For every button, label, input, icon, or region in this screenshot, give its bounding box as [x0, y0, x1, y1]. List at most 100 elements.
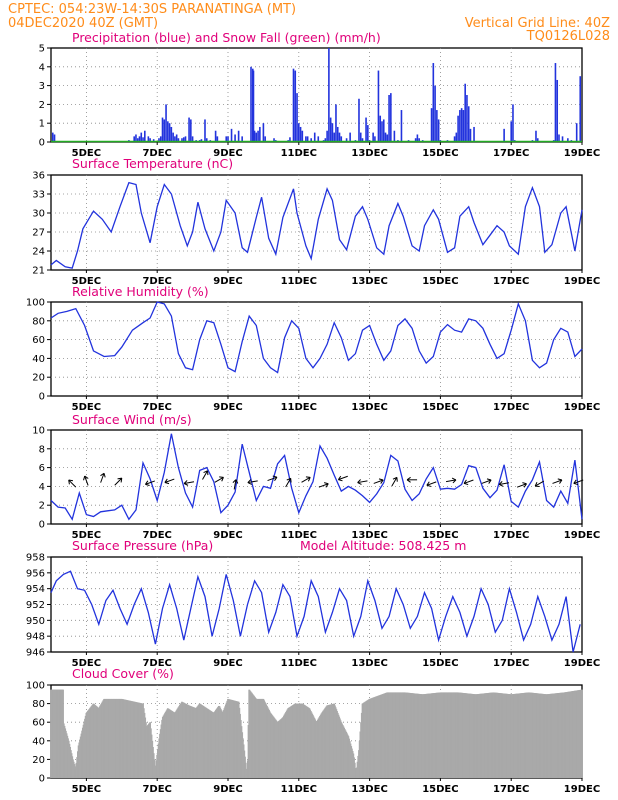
wind-arrow-head: [272, 475, 278, 481]
precip-bar: [340, 136, 343, 142]
pres-ytick-label: 948: [26, 632, 45, 643]
precip-bar: [292, 68, 295, 142]
panel-rh: Relative Humidity (%) 0 20 40 60 80 100 5DEC 7DE…: [26, 284, 600, 413]
cloud-bar: [245, 768, 248, 778]
cloud-xtick-label: 7DEC: [142, 784, 171, 795]
precip-bar: [434, 85, 436, 142]
pres-annotation: Model Altitude: 508.425 m: [300, 538, 466, 553]
wind-arrow-head: [406, 476, 411, 483]
precip-bar: [190, 119, 192, 142]
precip-bar: [336, 126, 339, 142]
wind-frame: [50, 429, 583, 525]
precip-bar: [306, 136, 309, 142]
wind-arrow: [534, 480, 545, 487]
pres-frame: [50, 556, 583, 653]
precip-bar: [329, 117, 332, 142]
precip-xtick-label: 5DEC: [72, 148, 101, 159]
precip-bar: [377, 70, 380, 142]
wind-arrow-head: [83, 475, 89, 481]
precip-bar: [536, 138, 539, 142]
temp-ytick-label: 21: [32, 266, 45, 277]
rh-ytick-label: 80: [32, 316, 45, 327]
panel-precip: Precipitation (blue) and Snow Fall (gree…: [39, 30, 601, 159]
rh-xtick-label: 19DEC: [564, 402, 600, 413]
precip-bar: [165, 104, 167, 142]
wind-arrow-head: [247, 479, 252, 485]
precip-xtick-label: 9DEC: [213, 148, 242, 159]
temp-xtick-label: 11DEC: [281, 276, 317, 287]
precip-bar: [381, 121, 383, 142]
wind-arrow-head: [557, 478, 563, 484]
precip-xtick-label: 17DEC: [493, 148, 529, 159]
panel-pres: Surface Pressure (hPa) Model Altitude: 50…: [26, 538, 600, 669]
precip-bar: [335, 104, 337, 142]
precip-bar: [333, 132, 335, 142]
wind-arrow-head: [232, 479, 239, 484]
precip-bar: [152, 139, 155, 142]
panels: Precipitation (blue) and Snow Fall (gree…: [26, 30, 600, 795]
wind-arrow-shaft: [114, 477, 123, 486]
wind-arrow-shaft: [552, 479, 563, 484]
precip-bar: [262, 123, 265, 142]
precip-bar: [464, 83, 466, 142]
wind-arrow-shaft: [481, 479, 492, 484]
precip-bar: [161, 117, 164, 142]
cloud-ytick-label: 20: [32, 755, 45, 766]
precip-bar: [324, 138, 327, 142]
wind-xtick-label: 5DEC: [72, 530, 101, 541]
precip-bar: [216, 136, 219, 142]
temp-ytick-label: 27: [32, 228, 45, 239]
wind-arrow-head: [337, 475, 343, 482]
precip-bar: [466, 95, 468, 142]
rh-ytick-label: 100: [26, 298, 45, 309]
rh-xtick-label: 11DEC: [281, 402, 317, 413]
header-date: 04DEC2020 40Z (GMT): [8, 16, 158, 31]
wind-arrow: [516, 482, 527, 488]
precip-bar: [469, 128, 472, 142]
precip-bar: [241, 136, 243, 142]
precip-bar: [556, 79, 559, 142]
precip-bar: [372, 132, 374, 142]
precip-bar: [188, 117, 190, 142]
rh-title: Relative Humidity (%): [72, 284, 209, 299]
wind-arrow-shaft: [301, 476, 311, 483]
precip-bar: [167, 121, 169, 142]
precip-bar: [459, 110, 461, 142]
wind-arrow-head: [100, 472, 106, 478]
precip-bar: [579, 76, 582, 142]
precip-bar: [255, 132, 258, 142]
temp-xtick-label: 15DEC: [422, 276, 458, 287]
cloud-xtick-label: 9DEC: [213, 784, 242, 795]
wind-arrow-shaft: [318, 483, 329, 488]
panel-wind: Surface Wind (m/s) 0 2 4 6 8 10 5DEC 7DEC 9DEC 11D…: [32, 412, 600, 541]
precip-bar: [147, 136, 150, 142]
precip-ytick-label: 0: [39, 138, 45, 149]
wind-ytick-label: 10: [32, 426, 45, 437]
precip-bar: [140, 132, 143, 142]
rh-xtick-label: 15DEC: [422, 402, 458, 413]
wind-ytick-label: 8: [39, 444, 45, 455]
wind-arrow-shaft: [534, 480, 545, 487]
pres-line: [50, 570, 581, 653]
wind-arrow-shaft: [84, 475, 89, 486]
wind-arrow-head: [324, 482, 329, 488]
rh-xtick-label: 13DEC: [351, 402, 387, 413]
wind-title: Surface Wind (m/s): [72, 412, 192, 427]
wind-arrow: [318, 482, 329, 488]
wind-arrow-shaft: [516, 483, 527, 488]
pres-title: Surface Pressure (hPa): [72, 538, 213, 553]
wind-arrow-shaft: [214, 476, 224, 483]
pres-xtick-label: 17DEC: [493, 658, 529, 669]
precip-frame: [50, 47, 583, 143]
precip-bar: [200, 139, 203, 142]
precip-bar: [379, 115, 382, 142]
precip-bar: [227, 136, 229, 142]
precip-bar: [384, 132, 387, 142]
wind-arrow-head: [573, 479, 579, 486]
wind-arrow-head: [378, 478, 384, 484]
precip-xtick-label: 15DEC: [422, 148, 458, 159]
precip-bar: [393, 130, 396, 142]
rh-ytick-label: 40: [32, 354, 45, 365]
wind-arrow: [114, 477, 123, 486]
wind-arrow: [285, 477, 292, 488]
